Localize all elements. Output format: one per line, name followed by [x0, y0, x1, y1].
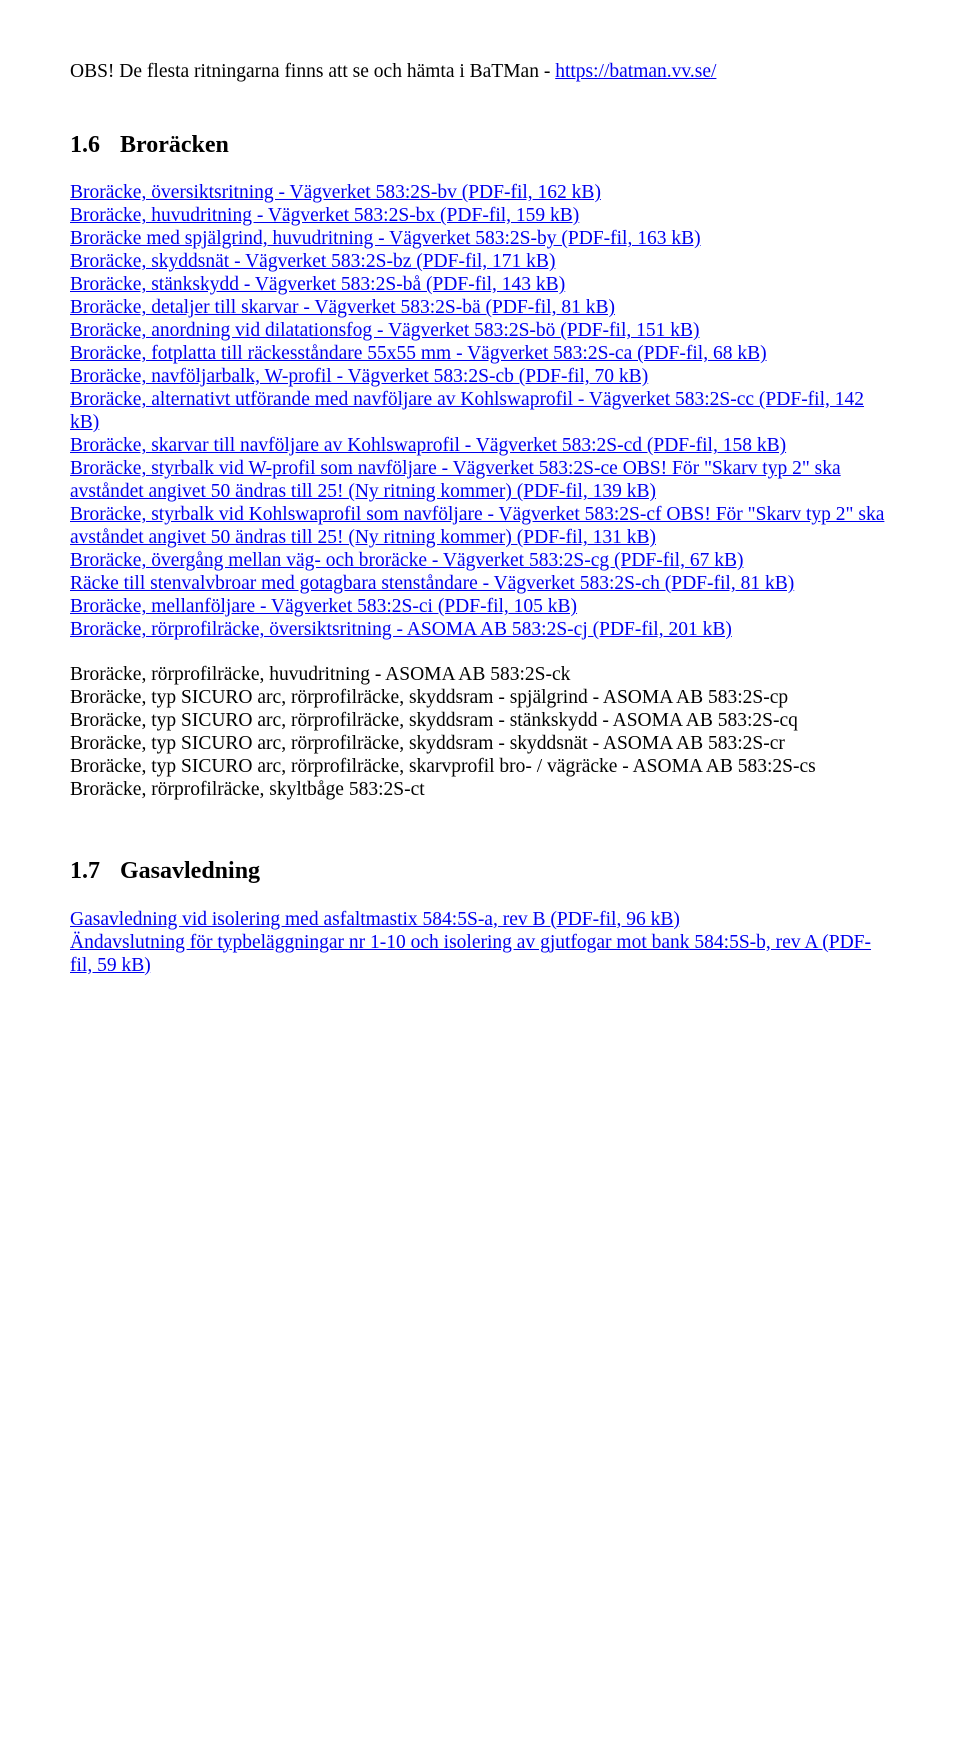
doc-link[interactable]: Broräcke, mellanföljare - Vägverket 583:…: [70, 596, 577, 617]
plain-item: Broräcke, rörprofilräcke, skyltbåge 583:…: [70, 778, 890, 801]
doc-link[interactable]: Broräcke, skyddsnät - Vägverket 583:2S-b…: [70, 251, 555, 272]
section-2-title: Gasavledning: [120, 858, 260, 884]
header-url-link[interactable]: https://batman.vv.se/: [555, 61, 716, 82]
doc-link[interactable]: Broräcke, navföljarbalk, W-profil - Vägv…: [70, 366, 648, 387]
section-1-link-list: Broräcke, översiktsritning - Vägverket 5…: [70, 181, 890, 641]
section-1-heading: 1.6 Broräcken: [70, 131, 890, 159]
plain-item: Broräcke, typ SICURO arc, rörprofilräcke…: [70, 686, 890, 709]
doc-link[interactable]: Broräcke, skarvar till navföljare av Koh…: [70, 435, 786, 456]
doc-link[interactable]: Broräcke, översiktsritning - Vägverket 5…: [70, 182, 601, 203]
doc-link[interactable]: Broräcke, rörprofilräcke, översiktsritni…: [70, 619, 732, 640]
doc-link[interactable]: Broräcke, styrbalk vid Kohlswaprofil som…: [70, 504, 884, 548]
doc-link[interactable]: Gasavledning vid isolering med asfaltmas…: [70, 909, 680, 930]
plain-item: Broräcke, typ SICURO arc, rörprofilräcke…: [70, 755, 890, 778]
doc-link[interactable]: Broräcke, huvudritning - Vägverket 583:2…: [70, 205, 579, 226]
section-1-title: Broräcken: [120, 132, 229, 158]
header-prefix: OBS! De flesta ritningarna finns att se …: [70, 61, 555, 82]
doc-link[interactable]: Broräcke, detaljer till skarvar - Vägver…: [70, 297, 615, 318]
doc-link[interactable]: Broräcke, övergång mellan väg- och brorä…: [70, 550, 743, 571]
doc-link[interactable]: Broräcke med spjälgrind, huvudritning - …: [70, 228, 701, 249]
plain-item: Broräcke, typ SICURO arc, rörprofilräcke…: [70, 709, 890, 732]
doc-link[interactable]: Broräcke, fotplatta till räckesståndare …: [70, 343, 767, 364]
section-1-plain-list: Broräcke, rörprofilräcke, huvudritning -…: [70, 663, 890, 801]
plain-item: Broräcke, rörprofilräcke, huvudritning -…: [70, 663, 890, 686]
doc-link[interactable]: Ändavslutning för typbeläggningar nr 1-1…: [70, 932, 871, 976]
header-note: OBS! De flesta ritningarna finns att se …: [70, 60, 890, 83]
section-1-num: 1.6: [70, 131, 100, 159]
plain-item: Broräcke, typ SICURO arc, rörprofilräcke…: [70, 732, 890, 755]
section-2-heading: 1.7 Gasavledning: [70, 857, 890, 885]
doc-link[interactable]: Räcke till stenvalvbroar med gotagbara s…: [70, 573, 794, 594]
doc-link[interactable]: Broräcke, styrbalk vid W-profil som navf…: [70, 458, 841, 502]
doc-link[interactable]: Broräcke, anordning vid dilatationsfog -…: [70, 320, 700, 341]
doc-link[interactable]: Broräcke, stänkskydd - Vägverket 583:2S-…: [70, 274, 565, 295]
doc-link[interactable]: Broräcke, alternativt utförande med navf…: [70, 389, 864, 433]
section-2-link-list: Gasavledning vid isolering med asfaltmas…: [70, 908, 890, 977]
section-2-num: 1.7: [70, 857, 100, 885]
